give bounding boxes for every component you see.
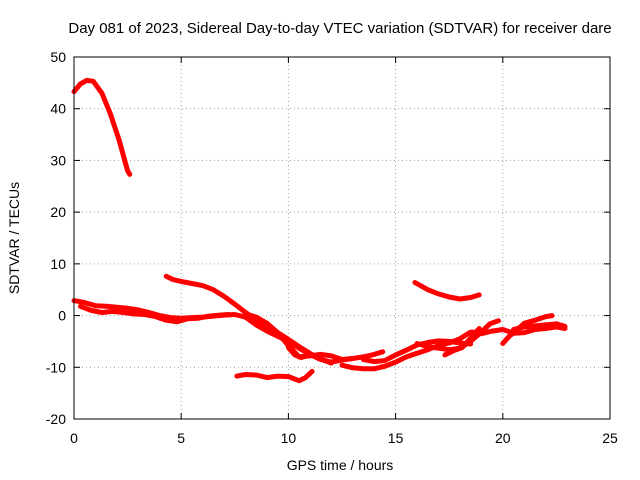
y-tick-label: 50 (50, 49, 66, 65)
series-arc-14 (500, 313, 555, 346)
series-arc-6 (285, 345, 313, 360)
y-axis-label: SDTVAR / TECUs (6, 182, 22, 294)
x-tick-label: 15 (388, 430, 404, 446)
x-tick-label: 5 (177, 430, 185, 446)
grid (74, 57, 610, 419)
series-arc-1 (71, 77, 133, 177)
x-tick-label: 25 (602, 430, 618, 446)
axis-ticks: 0 5 10 15 20 25 -20 -10 0 10 20 30 40 50 (46, 49, 618, 446)
series-arc-3 (77, 303, 231, 325)
plot-frame (73, 56, 611, 420)
y-tick-label: -20 (46, 411, 66, 427)
series-arc-12 (412, 280, 482, 302)
series-arc-10 (414, 318, 501, 353)
y-tick-label: 0 (58, 308, 66, 324)
series-arc-7 (234, 368, 315, 384)
series-arc-15 (511, 321, 568, 332)
y-tick-label: -10 (46, 359, 66, 375)
y-tick-label: 10 (50, 256, 66, 272)
y-tick-label: 20 (50, 204, 66, 220)
x-axis-label: GPS time / hours (287, 457, 394, 473)
chart-title: Day 081 of 2023, Sidereal Day-to-day VTE… (68, 20, 611, 37)
data-series (71, 77, 568, 384)
series-arc-13 (470, 324, 568, 337)
y-tick-label: 40 (50, 101, 66, 117)
x-tick-label: 10 (281, 430, 297, 446)
x-tick-label: 20 (495, 430, 511, 446)
y-tick-label: 30 (50, 152, 66, 168)
series-arc-5 (243, 311, 386, 362)
series-arc-11 (442, 326, 482, 358)
x-tick-label: 0 (70, 430, 78, 446)
